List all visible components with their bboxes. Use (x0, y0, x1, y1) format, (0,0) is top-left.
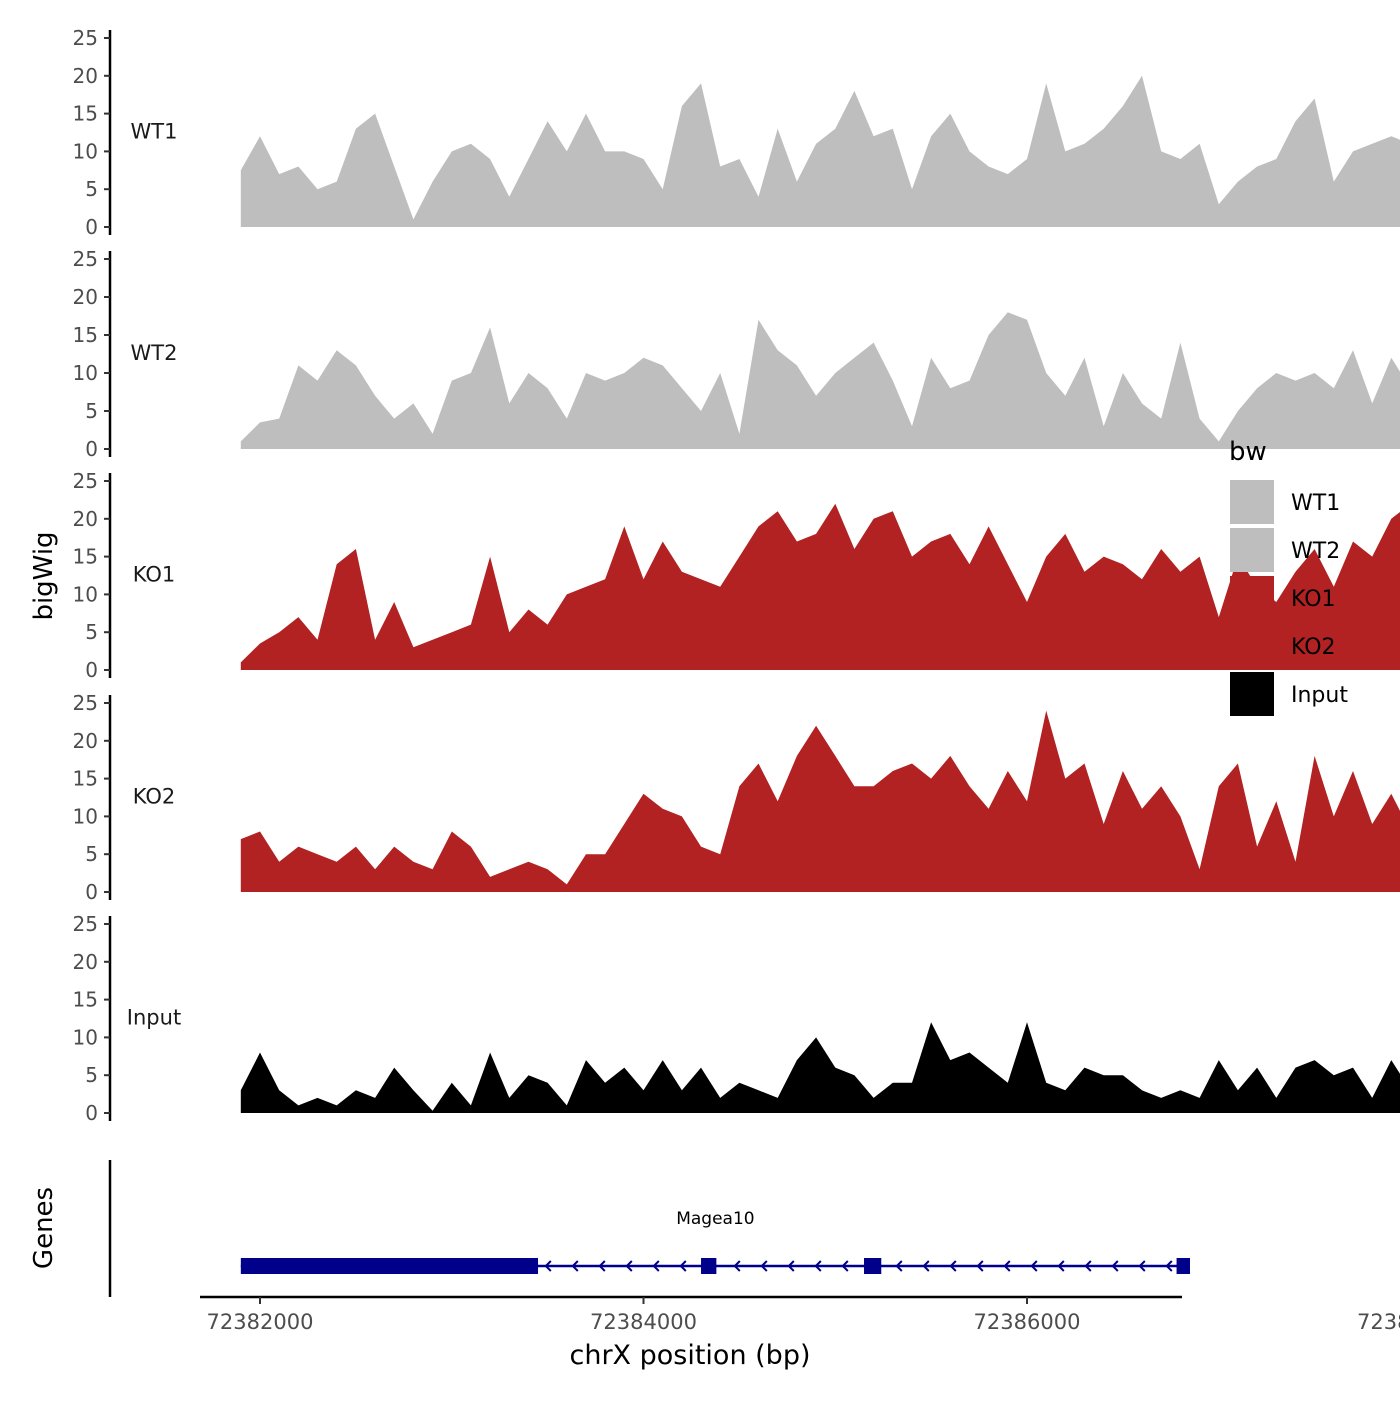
y-tick-label-ko2: 25 (73, 691, 98, 715)
gene-strand-chevron (1138, 1260, 1146, 1272)
gene-strand-chevron (976, 1260, 984, 1272)
y-tick-label-wt2: 5 (85, 399, 98, 423)
y-tick-label-ko2: 15 (73, 767, 98, 791)
y-tick-label-ko1: 25 (73, 469, 98, 493)
y-tick-label-wt1: 25 (73, 26, 98, 50)
y-tick-label-input: 15 (73, 988, 98, 1012)
gene-strand-chevron (787, 1260, 795, 1272)
gene-exon (240, 1258, 539, 1274)
gene-strand-chevron (949, 1260, 957, 1272)
gene-exon (701, 1258, 717, 1274)
track-label-input: Input (127, 1006, 181, 1030)
gene-strand-chevron (1165, 1260, 1173, 1272)
y-tick-label-input: 10 (73, 1025, 98, 1049)
y-tick-label-wt1: 0 (85, 215, 98, 239)
genes-axis-title: Genes (29, 1187, 59, 1269)
y-tick-label-ko2: 20 (73, 729, 98, 753)
y-axis-title: bigWig (29, 531, 59, 620)
gene-exon (864, 1258, 882, 1274)
legend-swatch-wt1 (1230, 480, 1274, 524)
y-tick-label-ko1: 20 (73, 507, 98, 531)
gene-strand-chevron (841, 1260, 849, 1272)
y-tick-label-wt1: 15 (73, 102, 98, 126)
gene-strand-chevron (571, 1260, 579, 1272)
gene-strand-chevron (544, 1260, 552, 1272)
gene-strand-chevron (922, 1260, 930, 1272)
legend-label-wt1: WT1 (1291, 491, 1340, 516)
legend-label-ko1: KO1 (1291, 587, 1336, 612)
area-ko1 (240, 503, 1400, 670)
gene-strand-chevron (1111, 1260, 1119, 1272)
gene-strand-chevron (1084, 1260, 1092, 1272)
gene-strand-chevron (625, 1260, 633, 1272)
legend-swatch-wt2 (1230, 528, 1274, 572)
y-tick-label-wt2: 20 (73, 285, 98, 309)
area-wt2 (240, 312, 1400, 449)
area-ko2 (240, 710, 1400, 892)
gene-strand-chevron (652, 1260, 660, 1272)
gene-strand-chevron (760, 1260, 768, 1272)
gene-strand-chevron (679, 1260, 687, 1272)
track-label-ko2: KO2 (133, 785, 176, 809)
y-tick-label-wt1: 10 (73, 139, 98, 163)
y-tick-label-wt2: 15 (73, 323, 98, 347)
gene-strand-chevron (598, 1260, 606, 1272)
y-tick-label-wt2: 0 (85, 437, 98, 461)
y-tick-label-wt1: 20 (73, 64, 98, 88)
legend-label-input: Input (1291, 683, 1348, 708)
y-tick-label-wt2: 10 (73, 361, 98, 385)
y-tick-label-ko2: 0 (85, 880, 98, 904)
legend-swatch-ko2 (1230, 624, 1274, 668)
x-tick-label: 72382000 (207, 1310, 314, 1334)
x-axis-title: chrX position (bp) (569, 1340, 810, 1371)
legend-title: bw (1229, 437, 1267, 467)
gene-exon (1176, 1258, 1190, 1274)
x-tick-label: 72386000 (974, 1310, 1081, 1334)
y-tick-label-ko1: 0 (85, 658, 98, 682)
legend-swatch-input (1230, 672, 1274, 716)
track-label-wt1: WT1 (131, 120, 178, 144)
y-tick-label-input: 5 (85, 1063, 98, 1087)
legend-swatch-ko1 (1230, 576, 1274, 620)
x-tick-label: 72384000 (590, 1310, 697, 1334)
y-tick-label-ko1: 15 (73, 545, 98, 569)
gene-strand-chevron (895, 1260, 903, 1272)
gene-strand-chevron (1057, 1260, 1065, 1272)
gene-strand-chevron (733, 1260, 741, 1272)
area-input (240, 1022, 1400, 1113)
gene-strand-chevron (814, 1260, 822, 1272)
gene-name-label: Magea10 (676, 1209, 754, 1229)
x-tick-label: 72388000 (1357, 1310, 1400, 1334)
track-label-ko1: KO1 (133, 563, 176, 587)
y-tick-label-input: 25 (73, 912, 98, 936)
y-tick-label-wt2: 25 (73, 247, 98, 271)
y-tick-label-input: 20 (73, 950, 98, 974)
area-wt1 (240, 75, 1400, 227)
y-tick-label-wt1: 5 (85, 177, 98, 201)
y-tick-label-ko1: 10 (73, 582, 98, 606)
y-tick-label-ko2: 5 (85, 842, 98, 866)
gene-strand-chevron (1003, 1260, 1011, 1272)
gene-strand-chevron (1030, 1260, 1038, 1272)
y-tick-label-ko2: 10 (73, 804, 98, 828)
y-tick-label-ko1: 5 (85, 620, 98, 644)
legend-label-ko2: KO2 (1291, 635, 1336, 660)
y-tick-label-input: 0 (85, 1101, 98, 1125)
legend-label-wt2: WT2 (1291, 539, 1340, 564)
track-label-wt2: WT2 (131, 341, 178, 365)
